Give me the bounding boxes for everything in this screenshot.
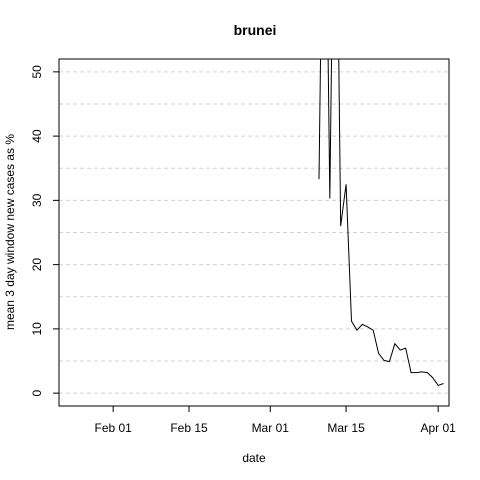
- y-tick-label: 0: [30, 389, 44, 396]
- chart-title: brunei: [234, 22, 277, 38]
- y-tick-label: 30: [30, 193, 44, 207]
- series-layer: [318, 59, 444, 387]
- y-axis-label: mean 3 day window new cases as %: [3, 134, 17, 330]
- x-tick-label: Feb 01: [94, 421, 132, 435]
- plot-frame: [58, 58, 450, 407]
- y-axis: 0 10 20 30 40 50: [30, 65, 59, 396]
- grid-layer: [59, 71, 449, 394]
- y-tick-label: 10: [30, 322, 44, 336]
- x-axis-label: date: [242, 451, 266, 465]
- x-tick-label: Feb 15: [170, 421, 208, 435]
- x-axis: Feb 01 Feb 15 Mar 01 Mar 15 Apr 01: [94, 406, 456, 435]
- x-tick-label: Mar 15: [327, 421, 365, 435]
- x-tick-label: Mar 01: [252, 421, 290, 435]
- series-line: [318, 59, 444, 387]
- y-tick-label: 40: [30, 129, 44, 143]
- x-tick-label: Apr 01: [420, 421, 456, 435]
- y-tick-label: 50: [30, 65, 44, 79]
- y-tick-label: 20: [30, 258, 44, 272]
